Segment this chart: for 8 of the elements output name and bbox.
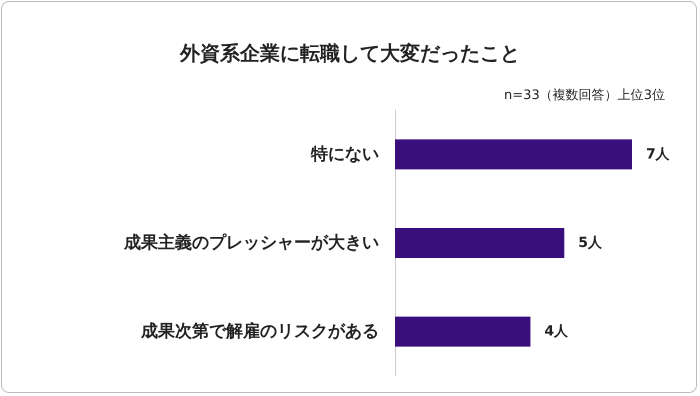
- chart-subtitle: n=33（複数回答）上位3位: [504, 88, 666, 103]
- data-label: 4人: [544, 324, 570, 340]
- y-tick-label: 特にない: [310, 144, 379, 164]
- chart-title: 外資系企業に転職して大変だったこと: [179, 41, 520, 65]
- y-tick-label: 成果主義のプレッシャーが大きい: [123, 233, 379, 253]
- data-label: 5人: [578, 235, 604, 251]
- data-label: 7人: [646, 146, 671, 162]
- y-tick-label: 成果次第で解雇のリスクがある: [140, 322, 379, 342]
